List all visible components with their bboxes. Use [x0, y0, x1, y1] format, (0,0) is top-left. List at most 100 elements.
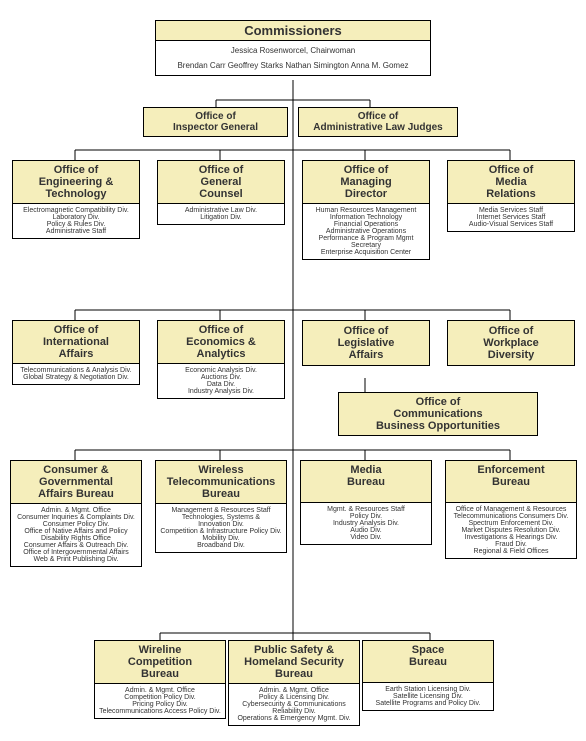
md-items: Human Resources ManagementInformation Te… [303, 204, 429, 259]
list-item: Telecommunications Access Policy Div. [97, 708, 223, 715]
wireless-telecom-box: Wireless Telecommunications Bureau Manag… [155, 460, 287, 553]
list-item: Global Strategy & Negotiation Div. [15, 374, 137, 381]
list-item: Financial Operations [305, 221, 427, 228]
member-names: Brendan Carr Geoffrey Starks Nathan Simi… [161, 61, 425, 70]
eng-title: Office of Engineering & Technology [13, 161, 139, 204]
ia-title: Office of International Affairs [13, 321, 139, 364]
list-item: Video Div. [303, 534, 429, 541]
mb-title: Media Bureau [301, 461, 431, 503]
mb-items: Mgmt. & Resources StaffPolicy Div.Indust… [301, 503, 431, 544]
wtb-items: Management & Resources StaffTechnologies… [156, 504, 286, 552]
legislative-affairs-box: Office of Legislative Affairs [302, 320, 430, 366]
list-item: Investigations & Hearings Div. [448, 534, 574, 541]
media-bureau-box: Media Bureau Mgmt. & Resources StaffPoli… [300, 460, 432, 545]
list-item: Pricing Policy Div. [97, 701, 223, 708]
comm-business-opportunities-box: Office of Communications Business Opport… [338, 392, 538, 436]
list-item: Satellite Licensing Div. [365, 693, 491, 700]
wireline-competition-box: Wireline Competition Bureau Admin. & Mgm… [94, 640, 226, 719]
mr-items: Media Services StaffInternet Services St… [448, 204, 574, 231]
gc-items: Administrative Law Div.Litigation Div. [158, 204, 284, 224]
list-item: Audio Div. [303, 527, 429, 534]
enforcement-bureau-box: Enforcement Bureau Office of Management … [445, 460, 577, 559]
list-item: Regional & Field Offices [448, 548, 574, 555]
list-item: Office of Native Affairs and Policy [13, 528, 139, 535]
list-item: Competition & Infrastructure Policy Div. [158, 528, 284, 535]
list-item: Secretary [305, 242, 427, 249]
engineering-technology-box: Office of Engineering & Technology Elect… [12, 160, 140, 239]
list-item: Web & Print Publishing Div. [13, 556, 139, 563]
eb-items: Office of Management & ResourcesTelecomm… [446, 503, 576, 558]
list-item: Human Resources Management [305, 207, 427, 214]
cga-items: Admin. & Mgmt. OfficeConsumer Inquiries … [11, 504, 141, 566]
list-item: Spectrum Enforcement Div. [448, 520, 574, 527]
list-item: Audio-Visual Services Staff [450, 221, 572, 228]
list-item: Management & Resources Staff [158, 507, 284, 514]
list-item: Disability Rights Office [13, 535, 139, 542]
wcb-title: Wireline Competition Bureau [95, 641, 225, 684]
list-item: Consumer Inquiries & Complaints Div. [13, 514, 139, 521]
list-item: Enterprise Acquisition Center [305, 249, 427, 256]
list-item: Consumer Policy Div. [13, 521, 139, 528]
commissioners-box: Commissioners Jessica Rosenworcel, Chair… [155, 20, 431, 76]
list-item: Mobility Div. [158, 535, 284, 542]
sb-title: Space Bureau [363, 641, 493, 683]
public-safety-box: Public Safety & Homeland Security Bureau… [228, 640, 360, 726]
workplace-diversity-box: Office of Workplace Diversity [447, 320, 575, 366]
ea-title: Office of Economics & Analytics [158, 321, 284, 364]
ig-title: Office of Inspector General [173, 111, 258, 133]
list-item: Policy Div. [303, 513, 429, 520]
list-item: Consumer Affairs & Outreach Div. [13, 542, 139, 549]
md-title: Office of Managing Director [303, 161, 429, 204]
media-relations-box: Office of Media Relations Media Services… [447, 160, 575, 232]
general-counsel-box: Office of General Counsel Administrative… [157, 160, 285, 225]
list-item: Admin. & Mgmt. Office [231, 687, 357, 694]
list-item: Competition Policy Div. [97, 694, 223, 701]
la-title: Office of Legislative Affairs [338, 325, 395, 361]
list-item: Office of Intergovernmental Affairs [13, 549, 139, 556]
list-item: Admin. & Mgmt. Office [97, 687, 223, 694]
list-item: Laboratory Div. [15, 214, 137, 221]
psb-title: Public Safety & Homeland Security Bureau [229, 641, 359, 684]
economics-analytics-box: Office of Economics & Analytics Economic… [157, 320, 285, 399]
cbo-title: Office of Communications Business Opport… [376, 396, 500, 432]
list-item: Telecommunications & Analysis Div. [15, 367, 137, 374]
wtb-title: Wireless Telecommunications Bureau [156, 461, 286, 504]
commissioners-title: Commissioners [156, 21, 430, 41]
list-item: Industry Analysis Div. [303, 520, 429, 527]
cga-title: Consumer & Governmental Affairs Bureau [11, 461, 141, 504]
list-item: Internet Services Staff [450, 214, 572, 221]
managing-director-box: Office of Managing Director Human Resour… [302, 160, 430, 260]
commissioners-body: Jessica Rosenworcel, Chairwoman Brendan … [156, 41, 430, 75]
list-item: Innovation Div. [158, 521, 284, 528]
wd-title: Office of Workplace Diversity [483, 325, 538, 361]
wcb-items: Admin. & Mgmt. OfficeCompetition Policy … [95, 684, 225, 718]
eb-title: Enforcement Bureau [446, 461, 576, 503]
psb-items: Admin. & Mgmt. OfficePolicy & Licensing … [229, 684, 359, 725]
list-item: Information Technology [305, 214, 427, 221]
list-item: Reliability Div. [231, 708, 357, 715]
list-item: Administrative Operations [305, 228, 427, 235]
list-item: Broadband Div. [158, 542, 284, 549]
list-item: Administrative Staff [15, 228, 137, 235]
international-affairs-box: Office of International Affairs Telecomm… [12, 320, 140, 385]
list-item: Industry Analysis Div. [160, 388, 282, 395]
list-item: Policy & Rules Div. [15, 221, 137, 228]
sb-items: Earth Station Licensing Div.Satellite Li… [363, 683, 493, 710]
list-item: Admin. & Mgmt. Office [13, 507, 139, 514]
mr-title: Office of Media Relations [448, 161, 574, 204]
list-item: Fraud Div. [448, 541, 574, 548]
list-item: Litigation Div. [160, 214, 282, 221]
consumer-gov-affairs-box: Consumer & Governmental Affairs Bureau A… [10, 460, 142, 567]
list-item: Electromagnetic Compatibility Div. [15, 207, 137, 214]
list-item: Office of Management & Resources [448, 506, 574, 513]
chair-name: Jessica Rosenworcel, Chairwoman [161, 46, 425, 55]
list-item: Technologies, Systems & [158, 514, 284, 521]
gc-title: Office of General Counsel [158, 161, 284, 204]
list-item: Auctions Div. [160, 374, 282, 381]
space-bureau-box: Space Bureau Earth Station Licensing Div… [362, 640, 494, 711]
list-item: Policy & Licensing Div. [231, 694, 357, 701]
inspector-general-box: Office of Inspector General [143, 107, 288, 137]
list-item: Satellite Programs and Policy Div. [365, 700, 491, 707]
list-item: Media Services Staff [450, 207, 572, 214]
list-item: Economic Analysis Div. [160, 367, 282, 374]
